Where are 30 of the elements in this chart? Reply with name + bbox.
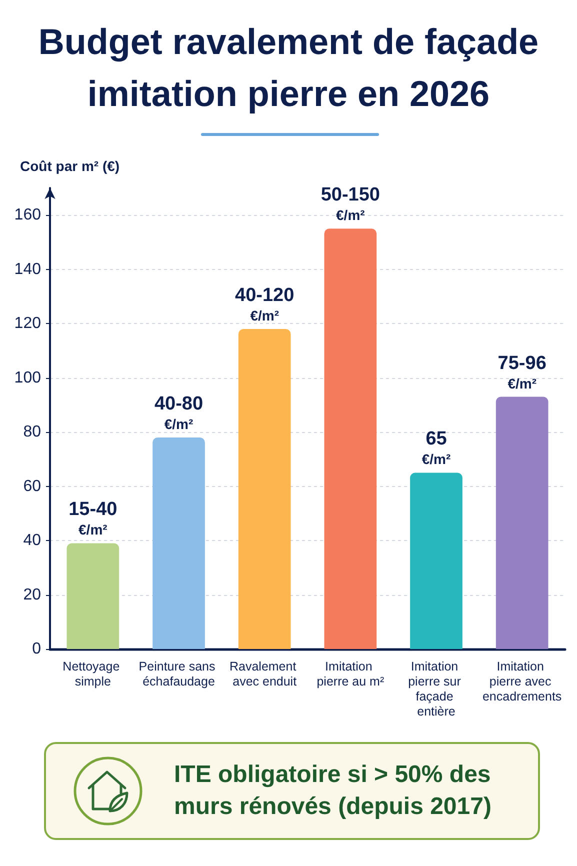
- data-label: 50-150 €/m²: [320, 184, 380, 224]
- data-label: 75-96 €/m²: [498, 352, 546, 392]
- bar: [66, 543, 120, 649]
- y-axis-title: Coût par m² (€): [20, 158, 120, 174]
- x-tick-label: Nettoyage simple: [62, 660, 124, 688]
- bar: [324, 228, 377, 649]
- x-tick-label: Peinture sans échafaudage: [138, 660, 219, 688]
- y-tick-label: 20: [23, 586, 42, 604]
- text: ITE obligatoire si > 50% des murs rénovés (depuis 2017): [174, 760, 492, 822]
- chart-title: Budget ravalement de façade imitation pierre en 2026: [37, 20, 540, 116]
- bar: [496, 396, 548, 649]
- y-tick-label: 120: [14, 315, 42, 332]
- x-tick-label: Imitation pierre au m²: [316, 660, 384, 688]
- x-tick-label: Imitation pierre avec encadrements: [482, 660, 562, 704]
- bar: [238, 329, 291, 649]
- data-label: 15-40 €/m²: [68, 499, 118, 538]
- x-tick-label: Imitation pierre sur façade entière: [408, 660, 464, 718]
- y-tick-label: 60: [23, 478, 42, 495]
- y-tick-label: 0: [32, 640, 42, 658]
- y-tick-label: 100: [14, 369, 42, 386]
- y-tick-label: 40: [23, 532, 42, 550]
- data-label: 65 €/m²: [422, 428, 451, 468]
- data-label: 40-120 €/m²: [234, 285, 294, 324]
- y-tick-label: 140: [14, 260, 42, 278]
- data-label: 40-80 €/m²: [154, 393, 204, 432]
- y-tick-label: 80: [23, 424, 42, 441]
- bar: [410, 472, 462, 649]
- bar: [152, 437, 205, 649]
- x-tick-label: Ravalement avec enduit: [229, 660, 300, 688]
- y-tick-label: 160: [14, 206, 42, 224]
